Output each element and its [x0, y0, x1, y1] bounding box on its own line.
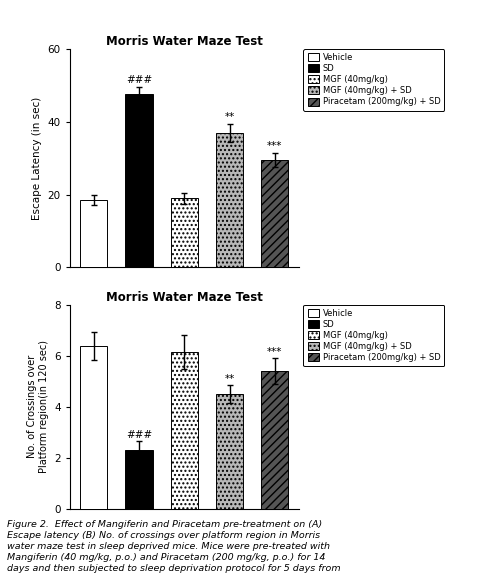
Y-axis label: Escape Latency (in sec): Escape Latency (in sec) — [32, 97, 42, 220]
Text: ###: ### — [126, 75, 152, 85]
Bar — [125, 94, 152, 267]
Text: ***: *** — [267, 347, 282, 357]
Bar — [261, 160, 288, 267]
Text: Figure 2.: Figure 2. — [0, 574, 1, 575]
Bar — [216, 394, 243, 509]
Bar — [216, 133, 243, 267]
Bar — [171, 198, 198, 267]
Bar — [80, 346, 107, 509]
Text: **: ** — [225, 112, 235, 122]
Bar — [261, 371, 288, 509]
Title: Morris Water Maze Test: Morris Water Maze Test — [106, 34, 263, 48]
Text: ###: ### — [0, 574, 1, 575]
Text: **: ** — [225, 374, 235, 384]
Text: ###: ### — [126, 430, 152, 440]
Legend: Vehicle, SD, MGF (40mg/kg), MGF (40mg/kg) + SD, Piracetam (200mg/kg) + SD: Vehicle, SD, MGF (40mg/kg), MGF (40mg/kg… — [303, 49, 444, 110]
Legend: Vehicle, SD, MGF (40mg/kg), MGF (40mg/kg) + SD, Piracetam (200mg/kg) + SD: Vehicle, SD, MGF (40mg/kg), MGF (40mg/kg… — [303, 305, 444, 366]
Y-axis label: No. of Crossings over
Platform region(in 120 sec): No. of Crossings over Platform region(in… — [27, 340, 48, 473]
Bar — [171, 352, 198, 509]
Bar — [80, 200, 107, 267]
Text: Effect of Mangiferin and Piracetam pre-treatment on (A)
Escape latency (B) No. o: Effect of Mangiferin and Piracetam pre-t… — [0, 574, 1, 575]
Title: Morris Water Maze Test: Morris Water Maze Test — [106, 290, 263, 304]
Text: ***: *** — [267, 141, 282, 151]
Text: Figure 2.  Effect of Mangiferin and Piracetam pre-treatment on (A)
Escape latenc: Figure 2. Effect of Mangiferin and Pirac… — [7, 520, 341, 575]
Bar — [125, 450, 152, 509]
